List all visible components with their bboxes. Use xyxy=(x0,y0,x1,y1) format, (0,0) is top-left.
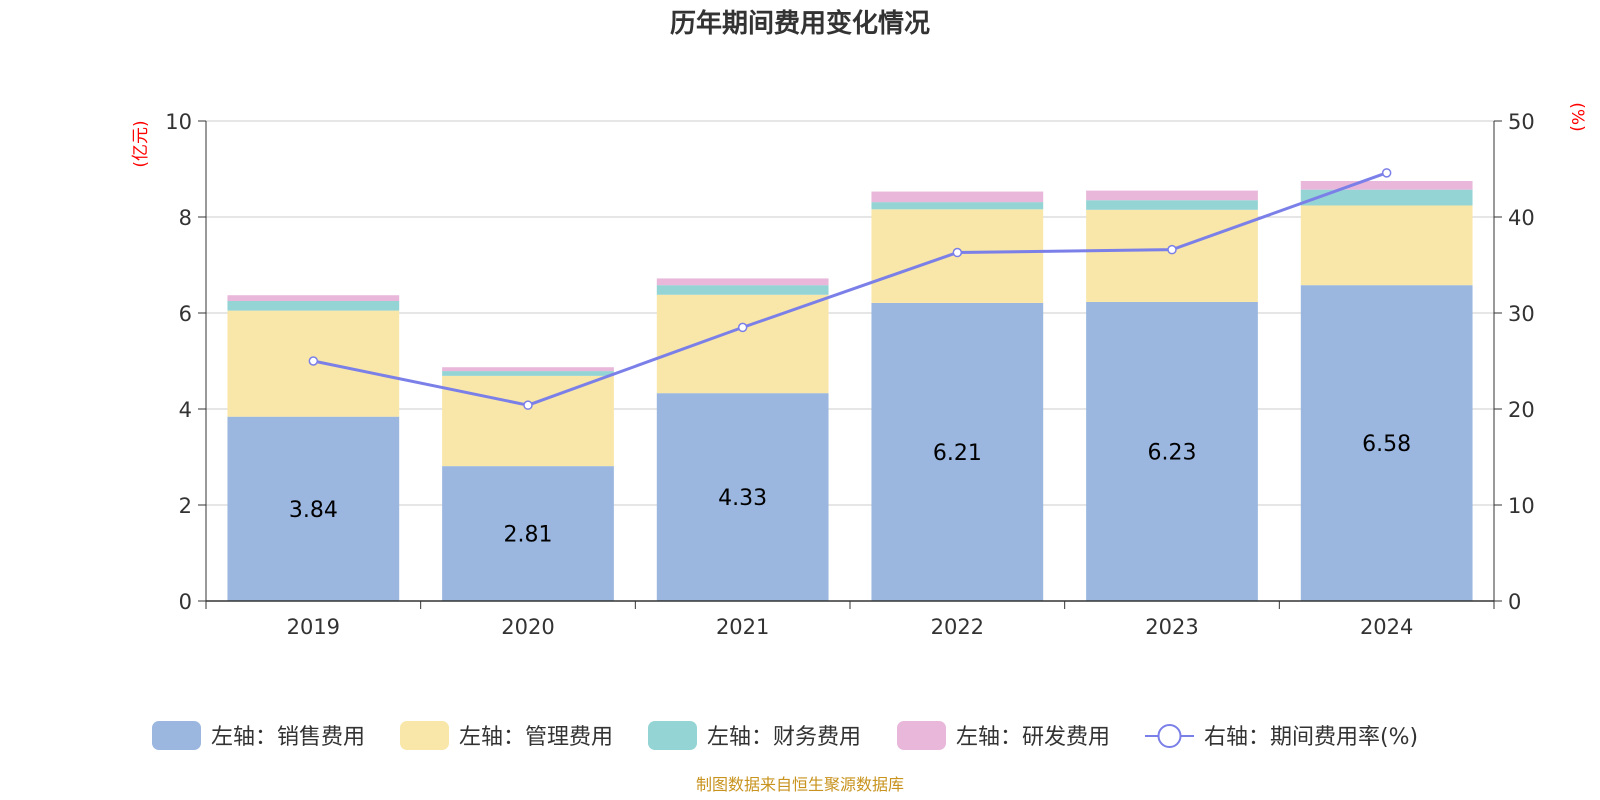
legend-swatch xyxy=(648,721,697,750)
legend-swatch xyxy=(400,721,449,750)
right-axis-tick-label: 30 xyxy=(1508,302,1535,326)
chart-title: 历年期间费用变化情况 xyxy=(670,8,930,39)
rate-line xyxy=(313,171,1388,407)
right-axis-tick-label: 10 xyxy=(1508,494,1535,518)
bar-segment xyxy=(1300,181,1473,190)
bar-segment xyxy=(227,301,400,311)
rate-point xyxy=(1167,244,1177,255)
bar-data-label: 6.23 xyxy=(1148,440,1197,465)
rate-point xyxy=(1381,168,1392,178)
axes: 0 2 4 6 8 10 0 10 20 30 40 50 2019 2020 2021 2022 2023 20… xyxy=(165,110,1534,639)
data-labels-group: 3.84 2.81 4.33 6.21 6.23 6.58 xyxy=(289,432,1411,547)
bar-segment xyxy=(227,295,400,301)
left-axis-unit: (亿元) xyxy=(131,120,151,167)
bar-segment xyxy=(442,371,614,376)
bar-segment xyxy=(1300,205,1473,286)
bar-data-label: 6.21 xyxy=(933,441,982,466)
left-axis-tick-label: 10 xyxy=(165,110,192,134)
bar-segment xyxy=(656,285,829,295)
legend-label: 左轴：销售费用 xyxy=(211,725,365,750)
legend-swatch-marker xyxy=(1157,724,1182,748)
x-axis-tick-label: 2023 xyxy=(1145,615,1198,639)
left-axis-tick-label: 0 xyxy=(179,590,192,614)
bar-segment xyxy=(871,191,1044,203)
bar-segment xyxy=(227,416,400,601)
rate-point xyxy=(308,356,319,366)
right-axis-tick-label: 0 xyxy=(1508,590,1521,614)
bar-data-label: 4.33 xyxy=(718,486,767,511)
left-axis-tick-label: 6 xyxy=(179,302,192,326)
bar-segment xyxy=(656,393,829,601)
bar-segment xyxy=(442,466,614,601)
bar-segment xyxy=(1300,285,1473,601)
rate-point xyxy=(523,400,533,410)
legend-swatch xyxy=(152,721,201,750)
left-axis-tick-label: 4 xyxy=(179,398,192,422)
bar-segment xyxy=(442,375,614,467)
rate-point xyxy=(737,322,748,333)
bar-segment xyxy=(871,202,1044,210)
x-axis-tick-label: 2024 xyxy=(1360,615,1413,639)
legend-label: 右轴：期间费用率(%) xyxy=(1204,725,1418,750)
rate-line-group xyxy=(308,168,1392,410)
gridlines xyxy=(206,120,1494,506)
left-axis-tick-label: 2 xyxy=(179,494,192,518)
bar-series-group xyxy=(227,181,1473,601)
legend: 左轴：销售费用 左轴：管理费用 左轴：财务费用 左轴：研发费用 右轴：期间费用率(%) xyxy=(152,721,1418,750)
bar-segment xyxy=(1086,190,1258,201)
x-axis-tick-label: 2020 xyxy=(501,615,554,639)
bar-data-label: 6.58 xyxy=(1362,432,1411,457)
legend-swatch xyxy=(897,721,946,750)
legend-label: 左轴：管理费用 xyxy=(459,725,613,750)
bar-segment xyxy=(1086,301,1258,601)
right-axis-unit: (%) xyxy=(1567,102,1587,131)
bar-segment xyxy=(442,367,614,372)
right-axis-tick-label: 20 xyxy=(1508,398,1535,422)
left-axis-tick-label: 8 xyxy=(179,206,192,230)
legend-label: 左轴：研发费用 xyxy=(956,725,1110,750)
bar-segment xyxy=(1086,209,1258,302)
bar-data-label: 3.84 xyxy=(289,498,338,523)
bar-segment xyxy=(1086,200,1258,210)
right-axis-tick-label: 40 xyxy=(1508,206,1535,230)
x-axis-tick-label: 2022 xyxy=(931,615,984,639)
rate-point xyxy=(952,247,963,258)
bar-segment xyxy=(1300,189,1473,206)
legend-label: 左轴：财务费用 xyxy=(707,725,861,750)
x-axis-tick-label: 2019 xyxy=(287,615,340,639)
bar-segment xyxy=(656,278,829,286)
bar-segment xyxy=(871,302,1044,601)
bar-data-label: 2.81 xyxy=(504,523,553,548)
source-note: 制图数据来自恒生聚源数据库 xyxy=(696,775,904,794)
x-axis-tick-label: 2021 xyxy=(716,615,769,639)
bar-segment xyxy=(656,294,829,394)
right-axis-tick-label: 50 xyxy=(1508,110,1535,134)
